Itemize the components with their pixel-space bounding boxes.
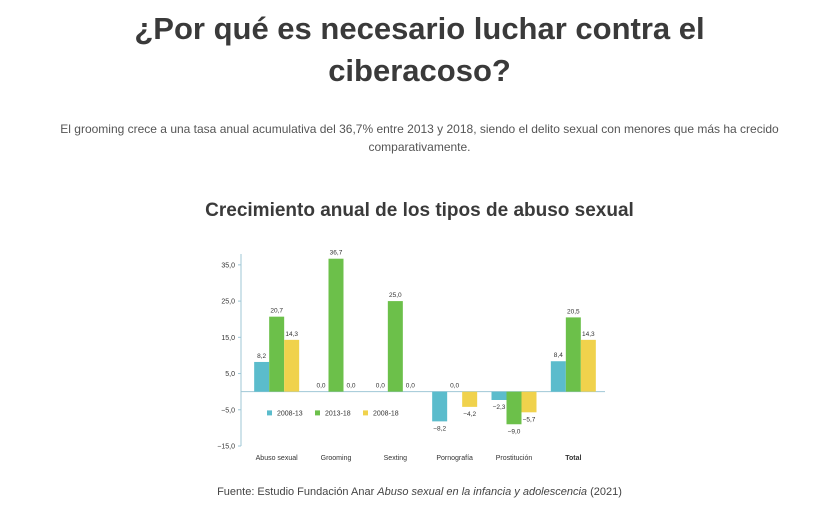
source-prefix: Fuente: Estudio Fundación Anar: [217, 486, 378, 498]
data-label: −2,3: [493, 404, 506, 411]
legend-swatch: [363, 410, 368, 416]
bar: [565, 317, 581, 392]
source-note: Fuente: Estudio Fundación Anar Abuso sex…: [0, 486, 839, 498]
x-category-label: Grooming: [321, 455, 352, 462]
data-label: 0,0: [346, 383, 355, 390]
bar: [432, 391, 448, 422]
data-label: 0,0: [316, 383, 325, 390]
data-label: 36,7: [330, 250, 343, 257]
page-title: ¿Por qué es necesario luchar contra el c…: [0, 8, 839, 92]
legend-label: 2013-18: [325, 410, 351, 417]
data-label: −9,0: [508, 428, 521, 435]
data-label: 20,7: [270, 308, 283, 315]
bar: [506, 391, 522, 425]
chart-heading: Crecimiento anual de los tipos de abuso …: [205, 200, 634, 221]
y-tick-label: 25,0: [221, 299, 235, 306]
bar: [387, 301, 403, 392]
data-label: −4,2: [463, 411, 476, 418]
legend-swatch: [315, 410, 320, 416]
bar-chart: 35,0 25,0 15,0 5,0 −5,0 −15,0 8,2 20,7 14,3 Abuso…: [217, 250, 605, 462]
bar: [491, 391, 507, 400]
page-title-line1: ¿Por qué es necesario luchar contra el: [134, 11, 705, 46]
y-tick-label: 15,0: [221, 335, 235, 342]
data-label: 8,4: [554, 352, 563, 359]
legend-swatch: [267, 410, 272, 416]
bar: [328, 258, 344, 392]
source-title: Abuso sexual en la infancia y adolescenc…: [377, 486, 588, 498]
data-label: 0,0: [376, 383, 385, 390]
legend-label: 2008-13: [277, 410, 303, 417]
y-tick-label: −5,0: [221, 407, 235, 414]
x-category-label: Pornografía: [436, 455, 473, 462]
x-category-label: Total: [565, 455, 581, 462]
data-label: 8,2: [257, 353, 266, 360]
bar: [254, 361, 270, 392]
x-category-label: Abuso sexual: [256, 455, 298, 462]
intro-line1: El grooming crece a una tasa anual acumu…: [60, 122, 779, 136]
data-label: 25,0: [389, 292, 402, 299]
bar: [269, 316, 285, 392]
bar: [580, 339, 596, 392]
bar: [462, 391, 478, 407]
data-label: 20,5: [567, 308, 580, 315]
x-category-label: Sexting: [384, 455, 407, 462]
y-tick-label: 5,0: [225, 371, 235, 378]
y-tick-label: −15,0: [217, 444, 235, 451]
bar: [521, 391, 537, 413]
x-category-label: Prostitución: [496, 455, 533, 462]
data-label: −5,7: [523, 416, 536, 423]
chart-container: 35,0 25,0 15,0 5,0 −5,0 −15,0 8,2 20,7 14,3 Abuso…: [205, 250, 615, 470]
intro-paragraph: El grooming crece a una tasa anual acumu…: [40, 120, 799, 156]
data-label: 0,0: [406, 383, 415, 390]
intro-line2: comparativamente.: [368, 140, 471, 154]
data-label: 14,3: [582, 331, 595, 338]
data-label: −8,2: [433, 425, 446, 432]
data-label: 0,0: [450, 383, 459, 390]
source-suffix: (2021): [587, 486, 622, 498]
page-title-line2: ciberacoso?: [328, 53, 511, 88]
y-tick-label: 35,0: [221, 262, 235, 269]
bar: [550, 361, 566, 392]
bar: [284, 339, 300, 392]
legend-label: 2008-18: [373, 410, 399, 417]
data-label: 14,3: [285, 331, 298, 338]
